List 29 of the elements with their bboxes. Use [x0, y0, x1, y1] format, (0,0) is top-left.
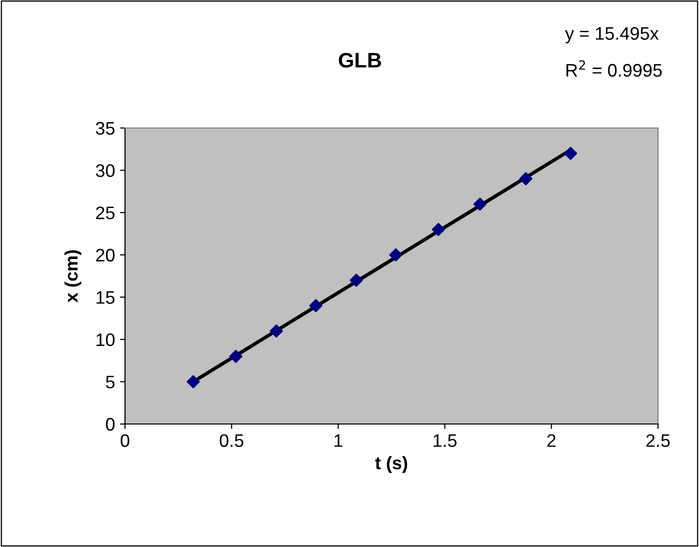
- text: R$^{2}$ = 0.9995: [566, 60, 662, 77]
- point: [229, 350, 242, 363]
- x-tick-label: 0: [120, 434, 130, 447]
- y-tick-label: 20: [96, 248, 115, 262]
- y-tick-label: 10: [96, 333, 115, 346]
- chart-title: GLB: [338, 52, 382, 68]
- point: [432, 222, 445, 236]
- y-tick-label: 5: [106, 376, 115, 388]
- point: [519, 172, 532, 186]
- x-tick-label: 0.5: [220, 434, 244, 447]
- y-axis-title: x (cm): [64, 250, 82, 302]
- point: [309, 299, 322, 312]
- y-tick-label: 15: [96, 291, 115, 304]
- x-tick-label: 1.5: [434, 434, 457, 447]
- x-tick-label: 2.5: [646, 434, 670, 447]
- y-tick-label: 35: [96, 122, 115, 135]
- y-tick-label: 30: [96, 164, 115, 178]
- y-tick-label: 0: [106, 418, 115, 431]
- point: [473, 198, 487, 211]
- x-axis-title: t (s): [375, 456, 408, 473]
- point: [389, 248, 402, 262]
- y-tick-label: 25: [96, 206, 115, 220]
- x-tick-label: 2: [547, 434, 556, 447]
- point: [270, 324, 283, 338]
- point: [186, 375, 200, 388]
- x-tick-label: 1: [334, 434, 342, 447]
- point: [350, 274, 363, 287]
- text: y = 15.495x: [565, 27, 659, 44]
- point: [564, 146, 578, 160]
